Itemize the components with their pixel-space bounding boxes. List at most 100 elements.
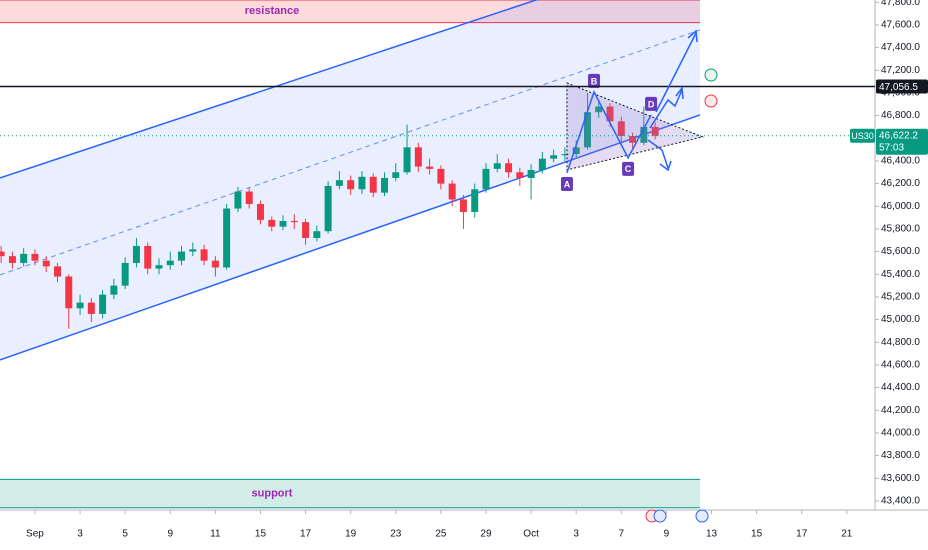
target-marker — [704, 68, 718, 82]
x-tick-label: 15 — [751, 529, 763, 540]
candle-body — [482, 168, 490, 190]
y-tick-label: 47,600.0 — [881, 20, 920, 31]
candle-body — [459, 199, 467, 212]
candle-body — [54, 266, 62, 277]
x-tick-label: 15 — [255, 529, 267, 540]
event-icon[interactable] — [695, 509, 709, 523]
x-tick-label: Oct — [523, 529, 539, 540]
pattern-point-label: C — [625, 164, 632, 174]
symbol-tag — [850, 128, 875, 143]
candle-body — [335, 180, 343, 186]
candle-body — [505, 163, 513, 173]
countdown-label: 57:03 — [879, 142, 904, 153]
candle-body — [76, 302, 84, 309]
candle-body — [471, 189, 479, 212]
y-tick-label: 47,200.0 — [881, 65, 920, 76]
candle-body — [42, 260, 50, 267]
y-tick-label: 45,400.0 — [881, 269, 920, 280]
candle-body — [302, 222, 310, 238]
candle-body — [550, 155, 558, 159]
candle-body — [493, 163, 501, 169]
zone — [0, 479, 700, 508]
abcd-pattern — [566, 89, 652, 174]
level-tag — [876, 79, 928, 94]
x-tick-label: Sep — [26, 529, 44, 540]
candle-body — [155, 265, 163, 269]
y-tick-label: 44,200.0 — [881, 405, 920, 416]
channel-lower — [0, 114, 701, 361]
candle-body — [561, 154, 569, 156]
pattern-point-box — [588, 73, 601, 88]
y-tick-label: 44,000.0 — [881, 428, 920, 439]
candle-body — [414, 147, 422, 167]
candle-body — [166, 260, 174, 266]
y-tick-label: 47,800.0 — [881, 0, 920, 8]
y-tick-label: 46,200.0 — [881, 178, 920, 189]
x-tick-label: 21 — [841, 529, 853, 540]
candle-body — [189, 249, 197, 252]
event-icons — [645, 509, 709, 523]
event-icon[interactable] — [653, 509, 667, 523]
candle-body — [651, 126, 659, 136]
candle-body — [572, 147, 580, 155]
candle-body — [595, 106, 603, 113]
candle-body — [448, 183, 456, 200]
price-tags: 47,056.5 US30 46,622.257:03 — [850, 79, 928, 155]
pattern-point-label: D — [648, 99, 655, 109]
candle-body — [369, 176, 377, 193]
zone — [0, 0, 700, 23]
candle-body — [200, 249, 208, 261]
y-tick-label: 45,000.0 — [881, 314, 920, 325]
candle-body — [381, 177, 389, 193]
y-tick-label: 44,600.0 — [881, 360, 920, 371]
stop-marker — [704, 94, 718, 108]
candle-body — [132, 245, 140, 263]
candle-body — [31, 253, 39, 261]
y-tick-label: 44,800.0 — [881, 337, 920, 348]
arrow-path — [655, 32, 697, 113]
arrow-path — [649, 89, 683, 129]
candle-body — [99, 294, 107, 314]
y-tick-label: 43,400.0 — [881, 496, 920, 507]
x-tick-label: 11 — [210, 529, 221, 540]
x-tick-label: 3 — [573, 529, 579, 540]
pattern-point-label: A — [564, 179, 571, 189]
candle-body — [110, 285, 118, 295]
candle-body — [403, 147, 411, 173]
zone-label: resistance — [245, 5, 299, 17]
zone-label: support — [252, 487, 293, 499]
x-tick-label: 13 — [706, 529, 718, 540]
channel-upper — [0, 0, 539, 179]
x-tick-label: 17 — [796, 529, 808, 540]
candle-body — [65, 276, 73, 309]
channel-fill — [0, 0, 700, 360]
x-tick-label: 17 — [300, 529, 312, 540]
x-tick-label: 19 — [345, 529, 357, 540]
x-tick-label: 9 — [167, 529, 173, 540]
candle-body — [583, 112, 591, 148]
candle-body — [87, 302, 95, 314]
price-tag-label: 46,622.2 — [879, 130, 918, 141]
candle-body — [268, 219, 276, 227]
candle-body — [223, 208, 231, 268]
candle-body — [313, 231, 321, 238]
y-tick-label: 46,800.0 — [881, 110, 920, 121]
level-tag-label: 47,056.5 — [879, 82, 918, 93]
y-tick-label: 45,800.0 — [881, 224, 920, 235]
x-tick-label: 7 — [619, 529, 625, 540]
candle-body — [640, 126, 648, 143]
candle-body — [392, 172, 400, 178]
channel-middle — [0, 29, 701, 276]
symbol-tag-label: US30 — [851, 131, 874, 141]
x-tick-label: 29 — [480, 529, 492, 540]
candle-body — [234, 191, 242, 209]
candle-body — [8, 256, 16, 263]
candle-body — [279, 221, 287, 227]
candle-body — [20, 253, 28, 263]
y-tick-label: 43,800.0 — [881, 450, 920, 461]
candle-body — [324, 185, 332, 232]
y-tick-label: 46,000.0 — [881, 201, 920, 212]
